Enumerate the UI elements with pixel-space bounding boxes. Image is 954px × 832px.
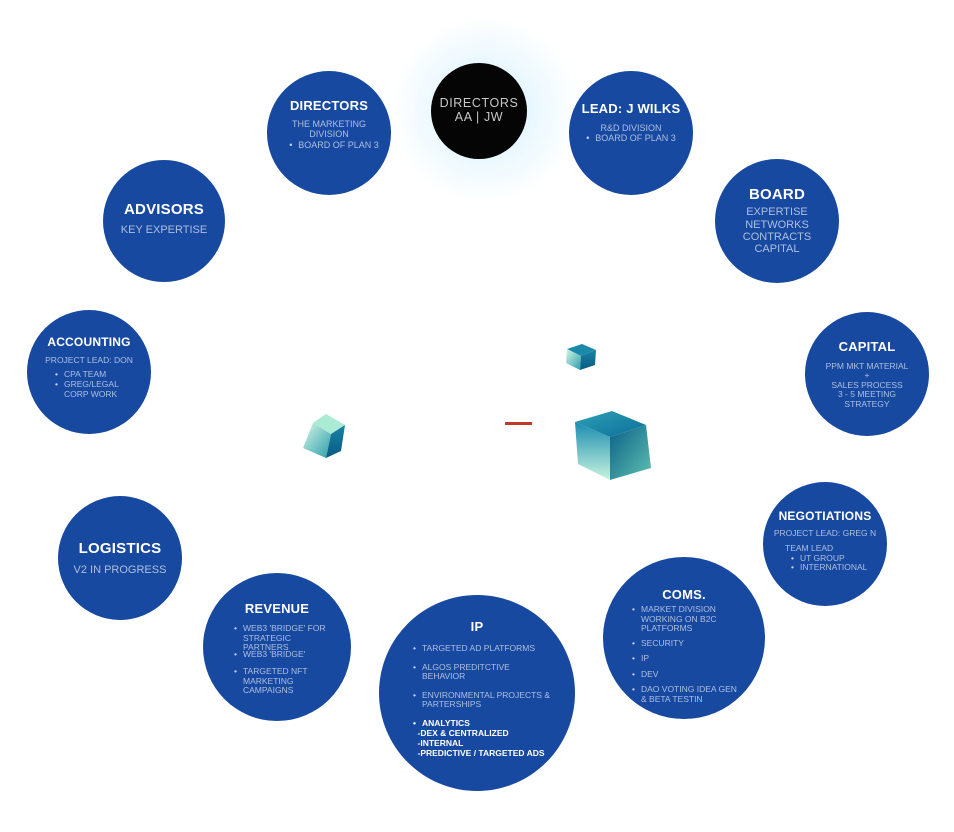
ip-analytics-line-2: -INTERNAL [417,738,464,749]
ip-analytics-line-3: -PREDICTIVE / TARGETED ADS [417,748,545,759]
ip-circle[interactable]: IP TARGETED AD PLATFORMS ALGOS PREDITCTI… [379,595,575,791]
core-directors-circle[interactable]: DIRECTORS AA | JW [431,63,527,159]
revenue-item-2: TARGETED NFT MARKETING CAMPAIGNS [234,666,326,696]
directors-title: DIRECTORS [289,98,369,114]
ip-analytics-sub: -DEX & CENTRALIZED -INTERNAL -PREDICTIVE… [409,728,558,758]
board-line-0: EXPERTISE [746,206,808,219]
ip-analytics-head: ANALYTICS [413,718,553,729]
coms-list: MARKET DIVISION WORKING ON B2C PLATFORMS… [632,604,742,704]
directors-list: BOARD OF PLAN 3 [289,140,379,150]
core-line1: DIRECTORS [439,96,519,111]
coms-item-1: SECURITY [632,638,742,649]
negotiations-circle[interactable]: NEGOTIATIONS PROJECT LEAD: GREG N TEAM L… [763,482,887,606]
advisors-circle[interactable]: ADVISORS KEY EXPERTISE [103,160,225,282]
capital-line-3: 3 - 5 MEETING [837,389,897,400]
accounting-circle[interactable]: ACCOUNTING PROJECT LEAD: DON CPA TEAM GR… [27,310,151,434]
core-line2: AA | JW [454,110,504,124]
revenue-circle[interactable]: REVENUE WEB3 'BRIDGE' FOR STRATEGIC PART… [203,573,351,721]
ip-list: TARGETED AD PLATFORMS ALGOS PREDITCTIVE … [413,643,553,719]
negotiations-line2: TEAM LEAD [785,542,834,553]
directors-line2: DIVISION [309,129,349,140]
coms-item-4: DAO VOTING IDEA GEN & BETA TESTIN [632,684,742,704]
board-title: BOARD [749,186,805,204]
lead-circle[interactable]: LEAD: J WILKS R&D DIVISION BOARD OF PLAN… [569,71,693,195]
negotiations-list: UT GROUP INTERNATIONAL [791,553,867,573]
ip-item-1: ALGOS PREDITCTIVE BEHAVIOR [413,662,553,682]
negotiations-line1: PROJECT LEAD: GREG N [773,528,877,539]
accounting-line1: PROJECT LEAD: DON [45,354,133,365]
ip-item-2: ENVIRONMENTAL PROJECTS & PARTERSHIPS [413,690,553,710]
revenue-list: WEB3 'BRIDGE' FOR STRATEGIC PARTNERS WEB… [234,623,326,696]
revenue-title: REVENUE [244,601,310,616]
left-cube-icon [303,414,345,458]
directors-item: BOARD OF PLAN 3 [289,140,379,150]
small-cube-icon [566,344,596,370]
lead-list: BOARD OF PLAN 3 [586,133,676,143]
accounting-item-0: CPA TEAM [55,370,123,380]
coms-title: COMS. [662,587,706,602]
ip-item-0: TARGETED AD PLATFORMS [413,643,553,654]
ip-analytics-line-1: -DEX & CENTRALIZED [417,728,509,739]
lead-item: BOARD OF PLAN 3 [586,133,676,143]
coms-item-2: IP [632,654,742,664]
negotiations-item-1: INTERNATIONAL [791,562,867,573]
revenue-item-0: WEB3 'BRIDGE' FOR STRATEGIC PARTNERS [234,623,326,653]
negotiations-item-0: UT GROUP [791,553,867,564]
capital-line-2: SALES PROCESS [831,379,903,390]
capital-title: CAPITAL [838,338,896,354]
lead-line1: R&D DIVISION [600,122,662,133]
directors-line1: THE MARKETING [291,119,366,130]
logistics-line1: V2 IN PROGRESS [73,563,167,576]
logistics-circle[interactable]: LOGISTICS V2 IN PROGRESS [58,496,182,620]
accounting-item-1: GREG/LEGAL CORP WORK [55,379,123,399]
board-line-3: CAPITAL [754,243,800,256]
advisors-title: ADVISORS [124,201,204,219]
capital-line-4: STRATEGY [844,398,890,409]
lead-title: LEAD: J WILKS [581,100,681,116]
coms-item-0: MARKET DIVISION WORKING ON B2C PLATFORMS [632,604,742,634]
board-line-1: NETWORKS [745,218,809,231]
advisors-line1: KEY EXPERTISE [120,224,208,237]
logistics-title: LOGISTICS [78,539,162,557]
red-dash [505,422,532,425]
negotiations-title: NEGOTIATIONS [778,509,872,524]
directors-circle[interactable]: DIRECTORS THE MARKETING DIVISION BOARD O… [267,71,391,195]
ip-analytics-list: ANALYTICS [413,718,553,729]
accounting-title: ACCOUNTING [47,334,131,349]
capital-circle[interactable]: CAPITAL PPM MKT MATERIAL + SALES PROCESS… [805,312,929,436]
revenue-item-1: WEB3 'BRIDGE' [234,649,326,660]
capital-line-0: PPM MKT MATERIAL [825,360,909,371]
capital-line-1: + [864,370,870,381]
board-line-2: CONTRACTS [742,231,812,243]
accounting-list: CPA TEAM GREG/LEGAL CORP WORK [55,370,123,399]
ip-title: IP [470,619,484,634]
coms-item-3: DEV [632,669,742,680]
large-cube-icon [575,411,651,480]
board-circle[interactable]: BOARD EXPERTISE NETWORKS CONTRACTS CAPIT… [715,159,839,283]
coms-circle[interactable]: COMS. MARKET DIVISION WORKING ON B2C PLA… [603,557,765,719]
